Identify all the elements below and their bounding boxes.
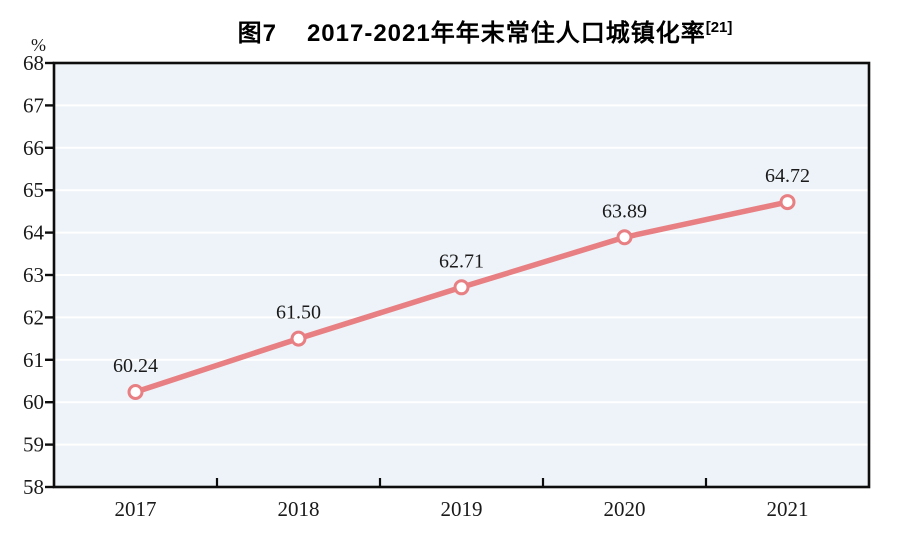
data-point-label: 64.72 (765, 165, 810, 187)
data-point-marker (290, 330, 307, 347)
chart-title: 图7 2017-2021年年末常住人口城镇化率[21] (0, 13, 900, 48)
x-tick-label: 2021 (767, 497, 809, 521)
y-tick-label: 65 (23, 178, 44, 202)
y-tick-label: 58 (23, 475, 44, 499)
y-axis-unit-label: % (31, 35, 46, 55)
y-tick-label: 63 (23, 263, 44, 287)
y-tick-label: 59 (23, 433, 44, 457)
x-tick-label: 2018 (278, 497, 320, 521)
data-point-label: 62.71 (439, 250, 484, 272)
y-tick-label: 62 (23, 305, 44, 329)
data-point-label: 61.50 (276, 302, 321, 324)
x-tick-label: 2019 (441, 497, 483, 521)
x-tick-label: 2020 (604, 497, 646, 521)
y-tick-label: 66 (23, 136, 44, 160)
data-point-marker (127, 384, 144, 401)
y-tick-label: 67 (23, 93, 44, 117)
y-tick-label: 60 (23, 390, 44, 414)
y-tick-label: 64 (23, 221, 45, 245)
y-tick-label: 61 (23, 348, 44, 372)
plot-border (52, 61, 871, 489)
data-point-marker (453, 279, 470, 296)
data-point-label: 60.24 (113, 355, 158, 377)
data-point-marker (616, 229, 633, 246)
figure-number-label: 图7 (237, 20, 277, 47)
chart-title-footnote-ref: [21] (705, 19, 733, 36)
x-tick-label: 2017 (115, 497, 157, 521)
y-tick-label: 68 (23, 51, 44, 75)
chart-title-text: 2017-2021年年末常住人口城镇化率 (306, 20, 706, 47)
data-point-label: 63.89 (602, 200, 647, 222)
data-point-marker (779, 194, 796, 211)
